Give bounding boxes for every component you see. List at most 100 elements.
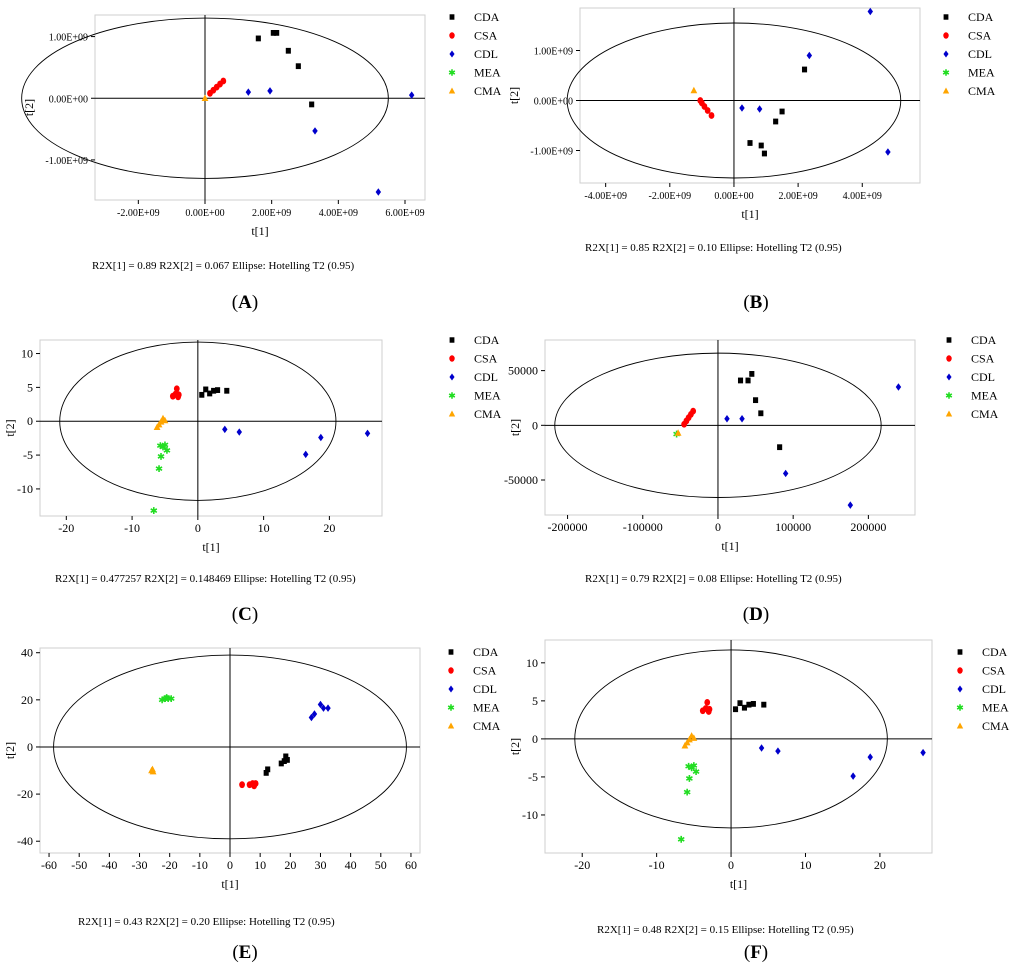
x-axis-label: t[1] <box>251 224 268 238</box>
legend-label-mea: MEA <box>473 701 500 715</box>
x-tick-label: -20 <box>58 521 74 535</box>
point-mea <box>685 762 693 770</box>
point-cdl <box>895 383 902 391</box>
panel-label-letter: C <box>238 604 252 625</box>
plot-frame <box>544 339 916 516</box>
legend-marker-cdl <box>943 50 949 58</box>
y-tick-label: 40 <box>21 646 33 660</box>
y-axis-label: t[2] <box>22 99 36 116</box>
legend-marker-cma <box>448 410 456 417</box>
y-tick-label: 0.00E+00 <box>534 97 573 108</box>
point-mea <box>150 507 158 514</box>
x-tick-label: 100000 <box>775 520 811 534</box>
y-tick-label: 20 <box>21 693 33 707</box>
point-cda <box>285 47 291 54</box>
legend-marker-cma <box>956 722 964 729</box>
point-cda <box>737 700 743 707</box>
point-cda <box>758 410 764 417</box>
point-cma <box>690 734 698 741</box>
series-cdl <box>724 383 902 509</box>
x-tick-label: 50 <box>375 858 387 872</box>
legend-label-csa: CSA <box>968 29 992 43</box>
point-cdl <box>739 104 745 112</box>
x-axis-label: t[1] <box>721 539 738 553</box>
x-tick-label: 0 <box>227 858 233 872</box>
series-cma <box>153 414 169 431</box>
x-tick-label: -20 <box>162 858 178 872</box>
point-mea <box>167 695 175 703</box>
series-cdl <box>222 425 371 459</box>
point-cdl <box>782 469 789 478</box>
point-cda <box>741 704 748 711</box>
legend-marker-cma <box>942 87 950 94</box>
panel-label-open: ( <box>232 942 238 963</box>
legend-marker-cdl <box>449 50 455 58</box>
panel-b: -4.00E+09 -2.00E+09 0.00E+00 2.00E+09 4.00E+… <box>507 7 996 313</box>
x-tick-label: 30 <box>314 858 326 872</box>
point-csa <box>239 781 245 789</box>
panel-c: -20 -10 0 10 20 -10 -5 0 5 10 t[1] t[2] CDA CSA CDL MEA… <box>3 333 502 625</box>
footer-stats: R2X[1] = 0.79 R2X[2] = 0.08 Ellipse: Hot… <box>585 573 842 585</box>
point-cda <box>215 387 221 393</box>
point-cda <box>761 701 767 708</box>
hotelling-ellipse <box>53 654 407 840</box>
series-cda <box>732 700 767 713</box>
point-cdl <box>245 88 252 96</box>
point-csa <box>175 391 182 399</box>
x-tick-label: 10 <box>258 521 270 535</box>
point-cma <box>201 94 209 101</box>
legend-label-csa: CSA <box>473 664 497 678</box>
legend-marker-cda <box>449 337 455 343</box>
legend-marker-csa <box>448 667 454 674</box>
y-tick-label: -40 <box>17 834 33 848</box>
panel-label-close: ) <box>252 604 258 625</box>
x-tick-label: 0.00E+00 <box>185 208 224 219</box>
x-tick-label: 20 <box>284 858 296 872</box>
legend: CDA CSA CDL MEA CMA <box>447 645 501 733</box>
legend-label-csa: CSA <box>474 352 498 366</box>
x-axis-label: t[1] <box>202 540 219 554</box>
panel-label-close: ) <box>251 942 257 963</box>
plot-frame <box>544 639 933 854</box>
legend-label-cma: CMA <box>473 719 501 733</box>
series-cdl <box>245 87 415 196</box>
x-tick-label: -2.00E+09 <box>649 191 692 202</box>
point-cma <box>149 767 157 775</box>
legend-label-cda: CDA <box>474 333 500 347</box>
point-cdl <box>320 704 327 712</box>
legend-marker-mea <box>945 392 953 399</box>
point-cda <box>761 150 767 157</box>
y-tick-label: -1.00E+09 <box>45 156 88 167</box>
series-mea <box>150 441 171 514</box>
y-tick-label: 0 <box>532 418 538 432</box>
x-tick-label: 10 <box>799 858 811 872</box>
point-cdl <box>311 710 318 718</box>
panel-label-close: ) <box>252 292 258 313</box>
legend-label-cma: CMA <box>474 407 502 421</box>
y-axis-label: t[2] <box>507 87 521 104</box>
series-csa <box>207 77 227 97</box>
x-tick-label: -40 <box>101 858 117 872</box>
panel-label: (C) <box>232 604 258 625</box>
point-cdl <box>267 87 273 95</box>
series-cdl <box>308 700 331 722</box>
y-tick-label: -1.00E+09 <box>530 147 573 158</box>
panel-label-close: ) <box>763 604 769 625</box>
point-cda <box>283 753 289 760</box>
point-cda <box>207 390 213 397</box>
series-csa <box>699 698 713 715</box>
panel-label-open: ( <box>232 604 238 625</box>
series-csa <box>239 780 259 790</box>
y-tick-label: -10 <box>522 808 538 822</box>
x-tick-label: -100000 <box>623 520 663 534</box>
point-cma <box>674 429 682 436</box>
panel-label-close: ) <box>762 942 768 963</box>
point-csa <box>173 385 180 393</box>
point-cda <box>224 387 230 394</box>
panel-label-letter: E <box>239 942 252 963</box>
plot-frame <box>39 339 383 517</box>
x-tick-label: -50 <box>71 858 87 872</box>
legend-marker-csa <box>449 32 455 39</box>
y-tick-label: 1.00E+09 <box>49 33 88 44</box>
